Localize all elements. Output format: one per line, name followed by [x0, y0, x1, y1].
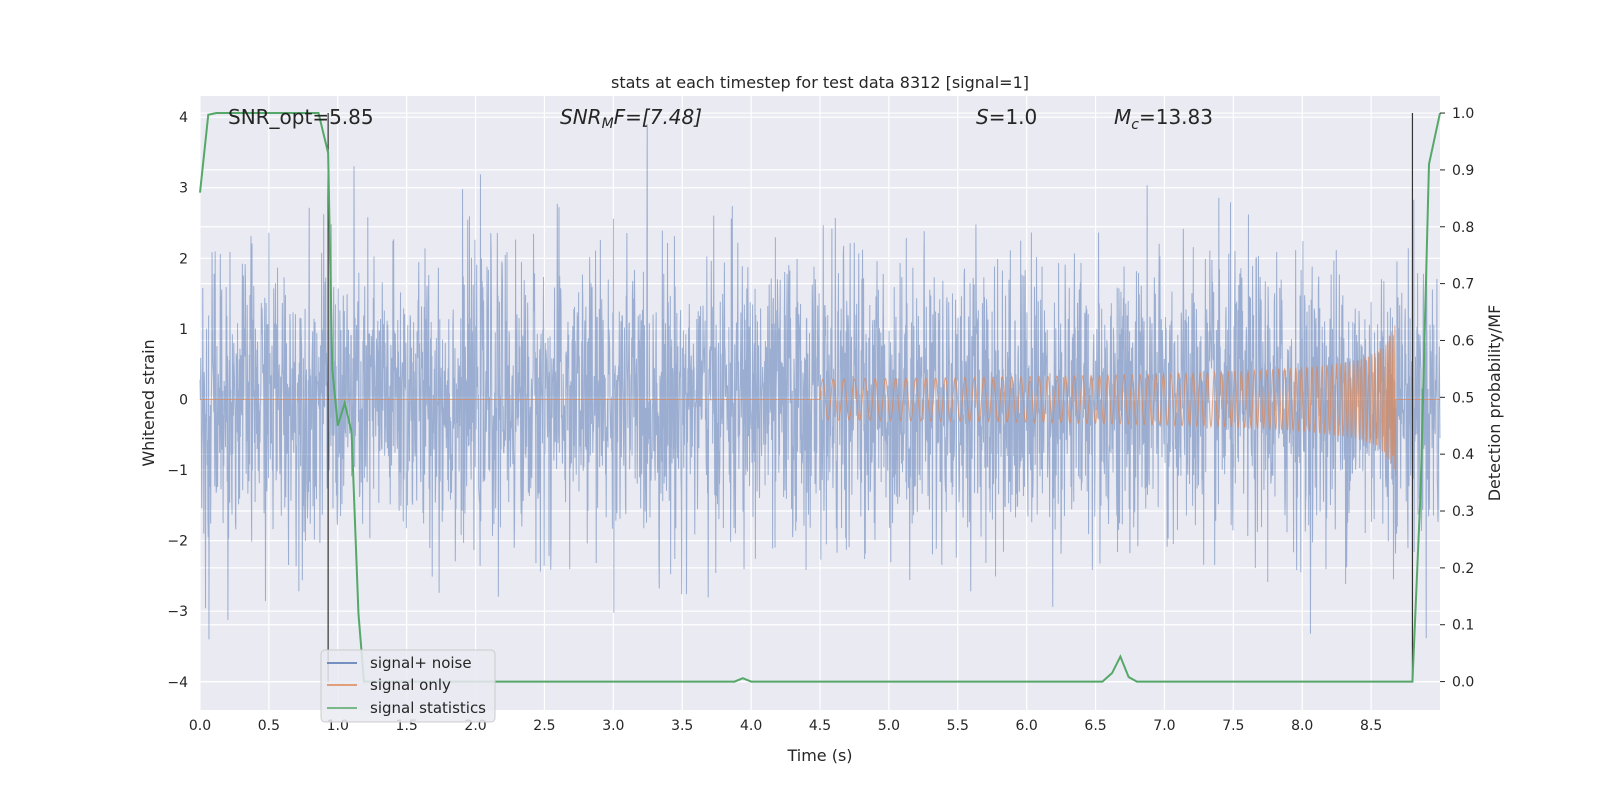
right-y-tick-label: 0.1: [1452, 618, 1474, 634]
right-y-axis-label: Detection probability/MF: [1485, 305, 1504, 502]
x-tick-label: 0.0: [189, 718, 211, 734]
annotation-s-value: =1.0: [989, 105, 1038, 129]
right-y-axis-ticks: 0.0 0.1 0.2 0.3 0.4 0.5 0.6 0.7 0.8 0.9 1.0: [1440, 106, 1474, 691]
signal-noise-series: [199, 124, 1441, 640]
legend: signal+ noise signal only signal statist…: [320, 649, 496, 723]
left-y-tick-label: 3: [179, 181, 188, 197]
annotation-mc-symbol: M: [1114, 105, 1131, 129]
left-y-tick-label: −4: [167, 675, 188, 691]
left-y-tick-label: 0: [179, 392, 188, 408]
vertical-markers: [327, 113, 1414, 682]
left-y-tick-label: −2: [167, 534, 188, 550]
x-tick-label: 4.0: [740, 718, 762, 734]
left-y-axis-ticks: −4 −3 −2 −1 0 1 2 3 4: [167, 110, 188, 691]
right-y-tick-label: 0.3: [1452, 504, 1474, 520]
x-tick-label: 3.5: [671, 718, 693, 734]
x-tick-label: 5.0: [878, 718, 900, 734]
annotation-mc: Mc=13.83: [1114, 105, 1213, 133]
chart-title: stats at each timestep for test data 831…: [611, 73, 1029, 92]
annotation-snr-mf-symbol: SNR: [560, 105, 602, 129]
annotations: SNR_opt=5.85 SNRMF=[7.48] S=1.0 Mc=13.83: [228, 105, 1213, 133]
right-y-tick-label: 0.5: [1452, 390, 1474, 406]
signal-only-series: [200, 325, 1440, 477]
right-y-tick-label: 0.2: [1452, 561, 1474, 577]
right-y-tick-label: 0.7: [1452, 277, 1474, 293]
annotation-snr-opt: SNR_opt=5.85: [228, 105, 374, 129]
legend-label-signal-statistics: signal statistics: [370, 699, 486, 717]
left-y-tick-label: 1: [179, 322, 188, 338]
annotation-snr-mf-subscript: M: [602, 116, 614, 132]
right-y-tick-label: 0.6: [1452, 333, 1474, 349]
legend-box: [320, 649, 496, 723]
left-y-axis-label: Whitened strain: [139, 339, 158, 466]
x-tick-label: 5.5: [947, 718, 969, 734]
x-tick-label: 7.5: [1222, 718, 1244, 734]
left-y-tick-label: 4: [179, 110, 188, 126]
annotation-s-symbol: S: [976, 105, 989, 129]
left-y-tick-label: −3: [167, 604, 188, 620]
x-tick-label: 2.5: [533, 718, 555, 734]
x-tick-label: 8.0: [1291, 718, 1313, 734]
signal-noise-line: [199, 124, 1441, 640]
right-y-tick-label: 1.0: [1452, 106, 1474, 122]
annotation-s: S=1.0: [976, 105, 1037, 129]
left-y-tick-label: −1: [167, 463, 188, 479]
annotation-snr-mf-value: F=[7.48]: [614, 105, 702, 129]
left-y-tick-label: 2: [179, 251, 188, 267]
right-y-tick-label: 0.8: [1452, 220, 1474, 236]
annotation-mc-subscript: c: [1131, 117, 1139, 133]
x-tick-label: 4.5: [809, 718, 831, 734]
x-axis-label: Time (s): [786, 746, 852, 765]
x-tick-label: 7.0: [1153, 718, 1175, 734]
legend-label-signal-only: signal only: [370, 676, 451, 694]
right-y-tick-label: 0.9: [1452, 163, 1474, 179]
annotation-snr-mf: SNRMF=[7.48]: [560, 105, 702, 132]
right-y-tick-label: 0.4: [1452, 447, 1474, 463]
right-y-tick-label: 0.0: [1452, 675, 1474, 691]
legend-label-signal-noise: signal+ noise: [370, 654, 472, 672]
annotation-mc-value: =13.83: [1139, 105, 1213, 129]
signal-only-line: [200, 325, 1440, 477]
x-tick-label: 8.5: [1360, 718, 1382, 734]
x-tick-label: 6.0: [1016, 718, 1038, 734]
x-tick-label: 6.5: [1084, 718, 1106, 734]
x-tick-label: 0.5: [258, 718, 280, 734]
x-tick-label: 3.0: [602, 718, 624, 734]
